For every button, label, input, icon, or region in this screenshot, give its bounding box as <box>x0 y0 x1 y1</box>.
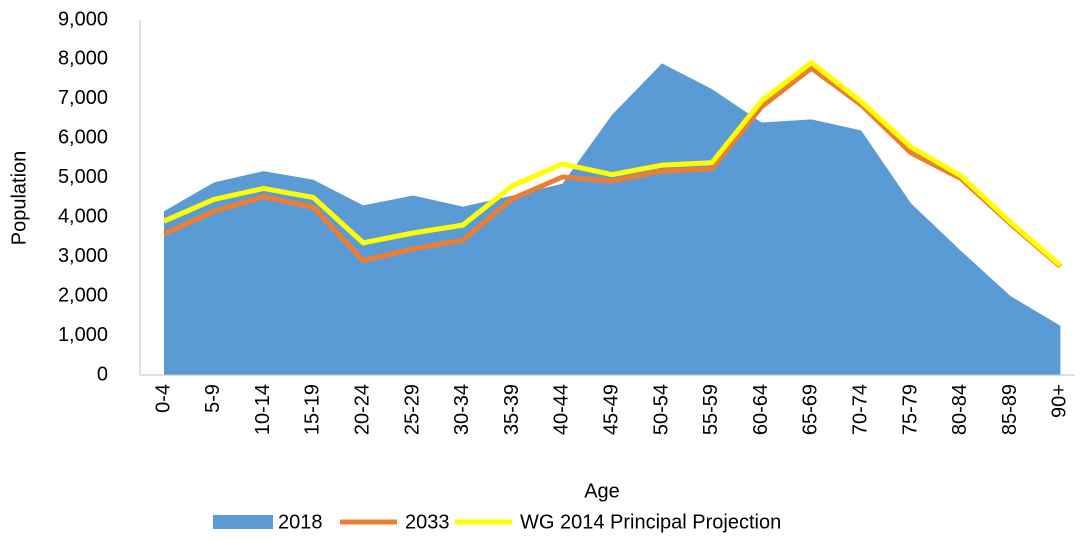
line <box>162 65 1063 269</box>
legend-swatch <box>213 515 273 529</box>
x-tick-label: 55-59 <box>700 384 722 435</box>
x-tick-label: 0-4 <box>152 384 174 413</box>
y-tick-label: 0 <box>97 363 108 385</box>
x-tick-label: 5-9 <box>202 384 224 413</box>
x-tick-label: 10-14 <box>252 384 274 435</box>
y-axis-label: Population <box>8 151 30 246</box>
x-tick-label: 75-79 <box>899 384 921 435</box>
x-tick-label: 45-49 <box>600 384 622 435</box>
x-tick-label: 90+ <box>1049 384 1071 418</box>
x-tick-label: 25-29 <box>401 384 423 435</box>
x-tick-label: 80-84 <box>949 384 971 435</box>
x-tick-label: 60-64 <box>750 384 772 435</box>
y-tick-label: 1,000 <box>58 324 108 346</box>
y-tick-label: 4,000 <box>58 206 108 228</box>
x-tick-label: 20-24 <box>351 384 373 435</box>
x-tick-label: 65-69 <box>800 384 822 435</box>
y-tick-label: 7,000 <box>58 87 108 109</box>
y-tick-label: 6,000 <box>58 127 108 149</box>
legend-label: WG 2014 Principal Projection <box>520 511 781 533</box>
y-tick-label: 5,000 <box>58 166 108 188</box>
x-tick-label: 35-39 <box>501 384 523 435</box>
y-tick-label: 3,000 <box>58 245 108 267</box>
x-tick-label: 30-34 <box>451 384 473 435</box>
x-tick-label: 15-19 <box>302 384 324 435</box>
area <box>164 63 1061 376</box>
y-tick-label: 2,000 <box>58 284 108 306</box>
x-tick-label: 70-74 <box>849 384 871 435</box>
legend-label: 2033 <box>405 511 450 533</box>
line <box>163 60 1063 268</box>
y-tick-label: 9,000 <box>58 8 108 30</box>
x-axis-label: Age <box>584 480 620 502</box>
legend-label: 2018 <box>278 511 323 533</box>
x-tick-label: 85-89 <box>999 384 1021 435</box>
x-tick-label: 50-54 <box>650 384 672 435</box>
y-tick-label: 8,000 <box>58 48 108 70</box>
x-tick-label: 40-44 <box>551 384 573 435</box>
